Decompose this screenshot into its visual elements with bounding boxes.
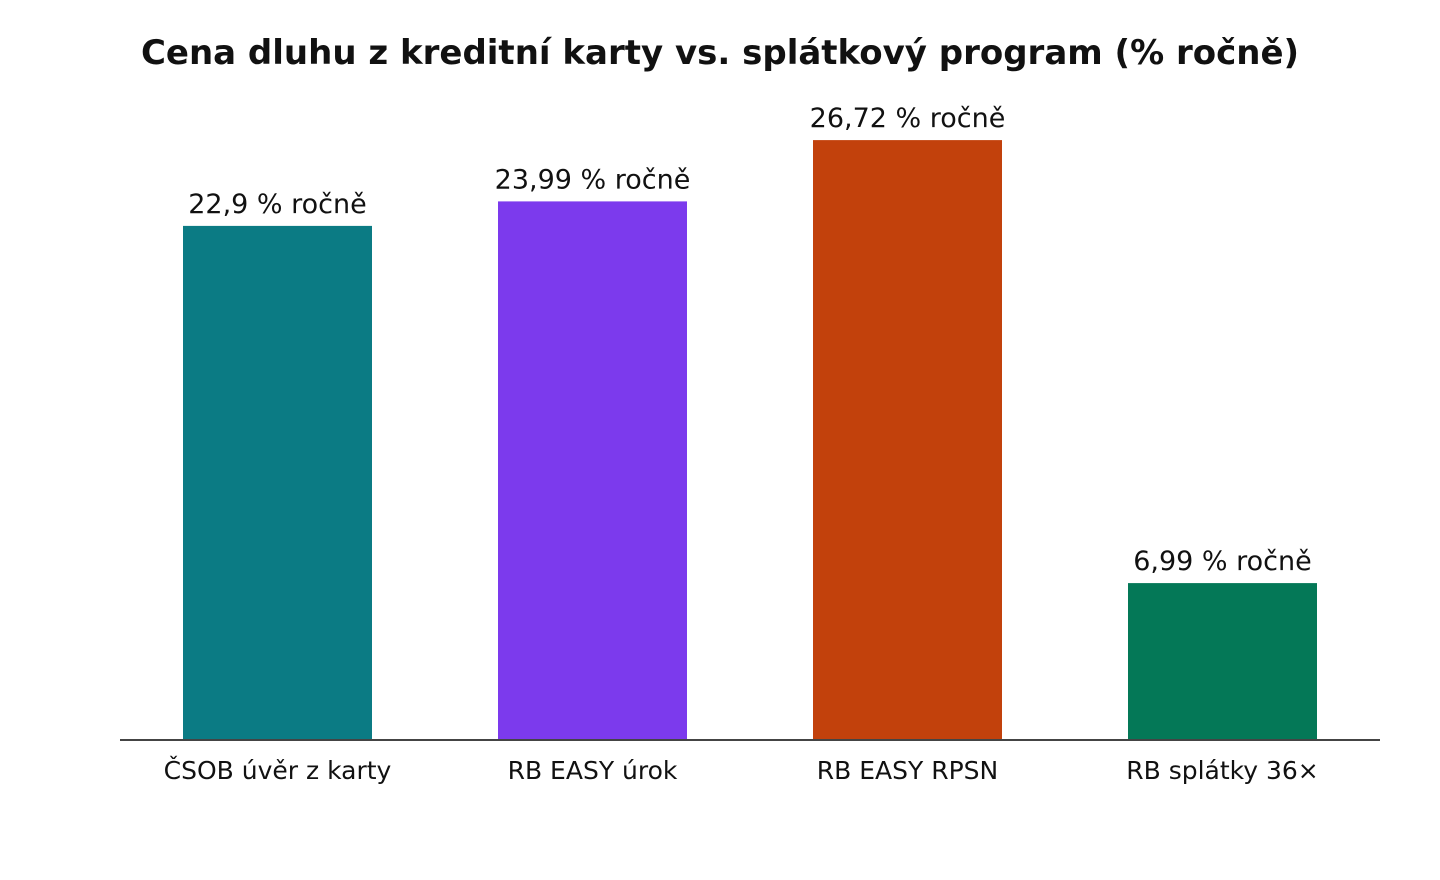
- bar-value-label: 6,99 % ročně: [1133, 546, 1312, 577]
- x-tick-label: RB EASY RPSN: [817, 756, 998, 785]
- bar-4: [1128, 583, 1317, 740]
- bar-value-label: 23,99 % ročně: [495, 164, 691, 195]
- chart-title: Cena dluhu z kreditní karty vs. splátkov…: [141, 33, 1299, 73]
- x-tick-label: ČSOB úvěr z karty: [164, 755, 392, 785]
- bar-2: [498, 201, 687, 740]
- value-labels-layer: 22,9 % ročně 23,99 % ročně 26,72 % ročně 6,…: [188, 103, 1312, 577]
- x-tick-label: RB EASY úrok: [508, 756, 678, 785]
- bars-layer: [183, 140, 1317, 741]
- x-tick-labels-layer: ČSOB úvěr z karty RB EASY úrok RB EASY RPS…: [164, 755, 1319, 785]
- bar-3: [813, 140, 1002, 741]
- bar-value-label: 22,9 % ročně: [188, 189, 367, 220]
- bar-1: [183, 225, 372, 740]
- bar-value-label: 26,72 % ročně: [810, 103, 1006, 134]
- x-tick-label: RB splátky 36×: [1126, 756, 1319, 785]
